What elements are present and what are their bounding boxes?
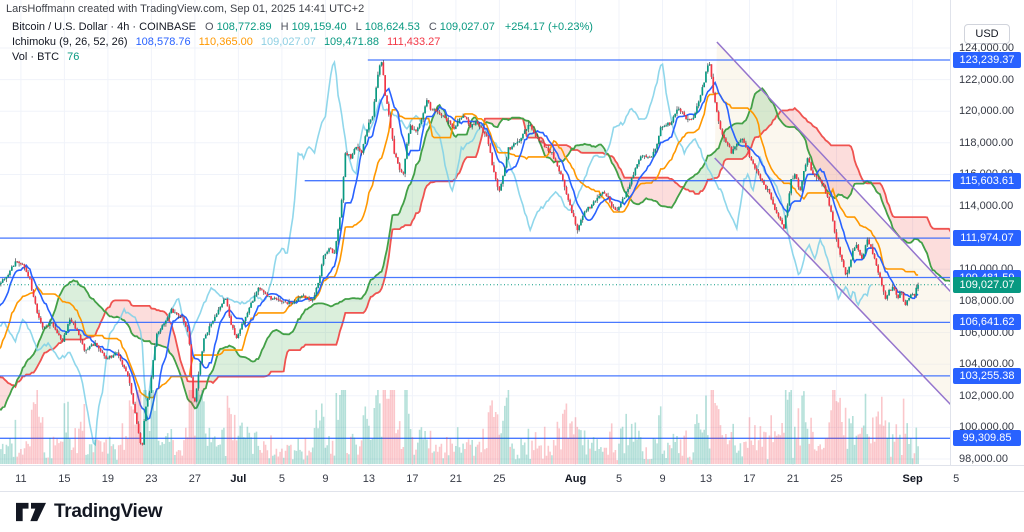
time-tick-label: 13 bbox=[362, 473, 375, 485]
last-price-badge: 109,027.07 bbox=[953, 276, 1021, 293]
price-tick-label: 104,000.00 bbox=[959, 358, 1015, 371]
currency-button[interactable]: USD bbox=[964, 24, 1010, 44]
price-chart-pane[interactable] bbox=[0, 0, 950, 465]
volume-bars bbox=[0, 390, 919, 464]
price-level-badge: 123,239.37 bbox=[953, 52, 1021, 69]
time-tick-label: 21 bbox=[786, 473, 800, 485]
time-tick-label: Jul bbox=[230, 473, 247, 485]
time-tick-label: 17 bbox=[743, 473, 756, 485]
price-tick-label: 122,000.00 bbox=[959, 73, 1015, 86]
price-tick-label: 118,000.00 bbox=[959, 136, 1014, 149]
footer-bar: TradingView bbox=[0, 492, 1024, 532]
time-tick-label: 5 bbox=[278, 473, 285, 485]
time-tick-label: 27 bbox=[188, 473, 201, 485]
time-tick-label: Sep bbox=[902, 473, 923, 485]
time-tick-label: 15 bbox=[58, 473, 71, 485]
time-tick-label: 19 bbox=[101, 473, 114, 485]
kijun-line bbox=[0, 92, 919, 399]
time-tick-label: 25 bbox=[493, 473, 506, 485]
price-tick-label: 108,000.00 bbox=[959, 294, 1015, 307]
price-level-badge: 106,641.62 bbox=[953, 314, 1021, 331]
price-level-badge: 111,974.07 bbox=[953, 230, 1021, 247]
ichimoku-cloud[interactable] bbox=[0, 59, 950, 447]
time-tick-label: 9 bbox=[322, 473, 329, 485]
candlesticks bbox=[0, 60, 919, 446]
time-axis[interactable]: 11 15 19 23 27 Jul 5 9 13 17 21 25 Aug 5 9 13 17 21 25 Sep 5 bbox=[0, 465, 1024, 492]
time-tick-label: 13 bbox=[699, 473, 713, 485]
price-tick-label: 124,000.00 bbox=[959, 42, 1015, 54]
time-tick-label: 9 bbox=[659, 473, 666, 485]
time-tick-label: 17 bbox=[406, 473, 419, 485]
price-level-badge: 115,603.61 bbox=[953, 172, 1021, 189]
time-tick-label: 25 bbox=[830, 473, 843, 485]
price-tick-label: 114,000.00 bbox=[959, 200, 1014, 213]
horizontal-level-lines[interactable] bbox=[0, 59, 950, 439]
price-axis[interactable]: USD 124,000.00 122,000.00 120,000.00 118,00… bbox=[950, 0, 1024, 465]
time-tick-label: Aug bbox=[564, 473, 587, 485]
tradingview-logo[interactable]: TradingView bbox=[16, 500, 163, 524]
price-tick-label: 98,000.00 bbox=[959, 453, 1008, 465]
trend-channel-fill bbox=[714, 42, 950, 404]
chikou-span-line bbox=[0, 59, 872, 447]
time-tick-label: 23 bbox=[145, 473, 158, 485]
price-level-badge: 103,255.38 bbox=[953, 367, 1021, 384]
grid bbox=[0, 0, 950, 465]
price-level-badge: 99,309.85 bbox=[953, 430, 1021, 447]
time-tick-label: 5 bbox=[615, 473, 623, 485]
price-tick-label: 120,000.00 bbox=[959, 105, 1015, 118]
time-tick-label: 5 bbox=[953, 473, 960, 485]
time-tick-label: 21 bbox=[449, 473, 462, 485]
time-tick-label: 11 bbox=[15, 473, 27, 485]
tradingview-logo-icon bbox=[16, 502, 46, 522]
tradingview-logo-text: TradingView bbox=[54, 501, 163, 522]
trend-channel-lines[interactable] bbox=[714, 41, 950, 407]
price-tick-label: 102,000.00 bbox=[959, 389, 1015, 402]
